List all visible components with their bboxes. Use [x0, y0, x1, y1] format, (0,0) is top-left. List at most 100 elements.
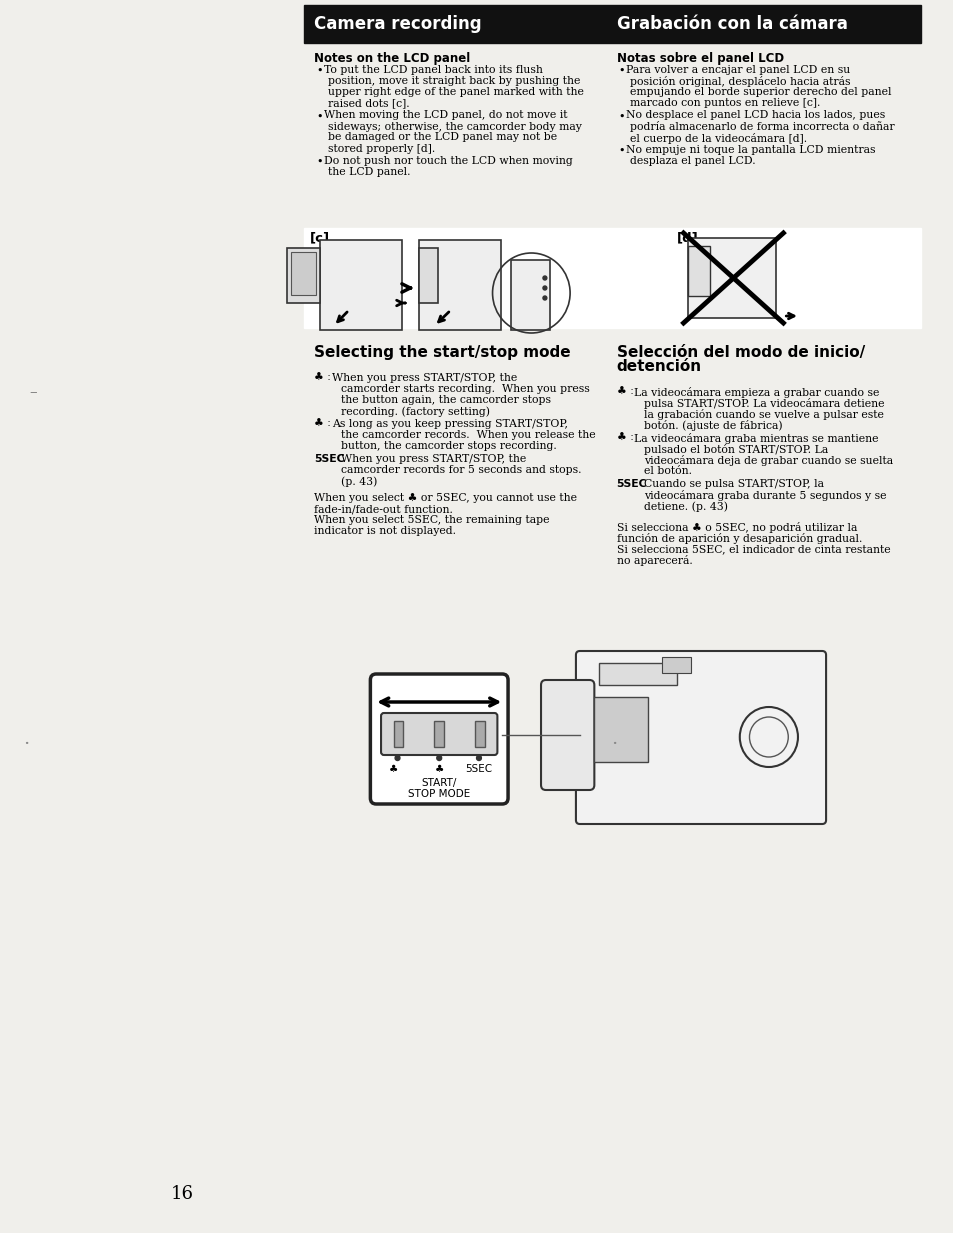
Text: Para volver a encajar el panel LCD en su: Para volver a encajar el panel LCD en su [626, 65, 850, 75]
Bar [434, 721, 443, 747]
Text: .: . [23, 730, 30, 748]
Text: ♣: ♣ [435, 764, 443, 774]
Circle shape [542, 286, 546, 290]
FancyBboxPatch shape [380, 713, 497, 755]
Bar [511, 260, 549, 330]
Text: No desplace el panel LCD hacia los lados, pues: No desplace el panel LCD hacia los lados… [626, 111, 884, 121]
Text: the button again, the camcorder stops: the button again, the camcorder stops [341, 395, 551, 404]
Text: función de aparición y desaparición gradual.: función de aparición y desaparición grad… [616, 533, 862, 544]
Text: Notas sobre el panel LCD: Notas sobre el panel LCD [616, 52, 783, 65]
Text: •: • [618, 67, 624, 76]
Text: •: • [315, 157, 322, 166]
Text: podría almacenarlo de forma incorrecta o dañar: podría almacenarlo de forma incorrecta o… [630, 122, 894, 132]
Text: •: • [618, 145, 624, 157]
Text: Selecting the start/stop mode: Selecting the start/stop mode [314, 345, 570, 360]
Text: .: . [610, 730, 617, 748]
Text: stored properly [d].: stored properly [d]. [328, 143, 435, 153]
Bar [394, 721, 403, 747]
Text: ♣ :: ♣ : [314, 374, 331, 383]
Text: el botón.: el botón. [643, 466, 691, 476]
Bar [418, 240, 500, 330]
Text: el cuerpo de la videocámara [d].: el cuerpo de la videocámara [d]. [630, 132, 806, 143]
Text: Grabación con la cámara: Grabación con la cámara [616, 15, 846, 33]
Bar [319, 240, 402, 330]
Text: desplaza el panel LCD.: desplaza el panel LCD. [630, 157, 755, 166]
Text: pulsado el botón START/STOP. La: pulsado el botón START/STOP. La [643, 444, 827, 455]
Circle shape [542, 296, 546, 300]
Text: camcorder records for 5 seconds and stops.: camcorder records for 5 seconds and stop… [341, 465, 581, 475]
Text: Camera recording: Camera recording [314, 15, 481, 33]
Text: Si selecciona 5SEC, el indicador de cinta restante: Si selecciona 5SEC, el indicador de cint… [616, 544, 889, 554]
Text: When you select 5SEC, the remaining tape: When you select 5SEC, the remaining tape [314, 515, 549, 525]
Text: START/: START/ [421, 778, 456, 788]
Text: 16: 16 [171, 1185, 193, 1203]
Text: ♣: ♣ [389, 764, 397, 774]
Text: 5SEC: 5SEC [314, 454, 344, 464]
Circle shape [436, 756, 441, 761]
Text: fade-in/fade-out function.: fade-in/fade-out function. [314, 504, 453, 514]
Text: •: • [315, 67, 322, 76]
Text: detiene. (p. 43): detiene. (p. 43) [643, 501, 727, 512]
Bar [475, 721, 484, 747]
Text: indicator is not displayed.: indicator is not displayed. [314, 526, 456, 536]
Text: videocámara graba durante 5 segundos y se: videocámara graba durante 5 segundos y s… [643, 490, 885, 501]
Text: To put the LCD panel back into its flush: To put the LCD panel back into its flush [323, 65, 542, 75]
Text: Si selecciona ♣ o 5SEC, no podrá utilizar la: Si selecciona ♣ o 5SEC, no podrá utiliza… [616, 522, 856, 533]
Text: Selección del modo de inicio/: Selección del modo de inicio/ [616, 345, 864, 360]
Circle shape [395, 756, 399, 761]
Bar [287, 248, 319, 303]
Text: –: – [29, 385, 36, 399]
Text: La videocámara empieza a grabar cuando se: La videocámara empieza a grabar cuando s… [634, 387, 879, 398]
Text: When you press START/STOP, the: When you press START/STOP, the [332, 374, 517, 383]
Text: No empuje ni toque la pantalla LCD mientras: No empuje ni toque la pantalla LCD mient… [626, 145, 875, 155]
Text: ♣ :: ♣ : [616, 387, 633, 397]
Text: •: • [315, 111, 322, 122]
FancyBboxPatch shape [576, 651, 825, 824]
Text: La videocámara graba mientras se mantiene: La videocámara graba mientras se mantien… [634, 433, 878, 444]
Text: no aparecerá.: no aparecerá. [616, 555, 692, 566]
FancyBboxPatch shape [540, 681, 594, 790]
Bar [661, 657, 691, 673]
Text: be damaged or the LCD panel may not be: be damaged or the LCD panel may not be [328, 132, 557, 143]
Text: Do not push nor touch the LCD when moving: Do not push nor touch the LCD when movin… [323, 157, 572, 166]
Bar [291, 252, 315, 295]
Text: button, the camcorder stops recording.: button, the camcorder stops recording. [341, 441, 557, 451]
Text: upper right edge of the panel marked with the: upper right edge of the panel marked wit… [328, 88, 583, 97]
Text: videocámara deja de grabar cuando se suelta: videocámara deja de grabar cuando se sue… [643, 455, 892, 466]
Text: camcorder starts recording.  When you press: camcorder starts recording. When you pre… [341, 383, 589, 395]
Text: the LCD panel.: the LCD panel. [328, 166, 410, 178]
Text: detención: detención [616, 359, 701, 374]
Text: [d]: [d] [676, 231, 698, 244]
Text: empujando el borde superior derecho del panel: empujando el borde superior derecho del … [630, 88, 891, 97]
Text: botón. (ajuste de fábrica): botón. (ajuste de fábrica) [643, 420, 781, 432]
Text: Notes on the LCD panel: Notes on the LCD panel [314, 52, 470, 65]
Text: ♣ :: ♣ : [314, 419, 331, 429]
Text: As long as you keep pressing START/STOP,: As long as you keep pressing START/STOP, [332, 419, 567, 429]
Text: When you select ♣ or 5SEC, you cannot use the: When you select ♣ or 5SEC, you cannot us… [314, 493, 577, 503]
Text: ♣ :: ♣ : [616, 433, 633, 443]
FancyBboxPatch shape [370, 674, 508, 804]
Bar [598, 663, 676, 686]
Bar [304, 5, 921, 43]
Text: Cuando se pulsa START/STOP, la: Cuando se pulsa START/STOP, la [643, 478, 823, 490]
Circle shape [476, 756, 481, 761]
Text: posición original, desplácelo hacia atrás: posición original, desplácelo hacia atrá… [630, 76, 850, 88]
Text: When you press START/STOP, the: When you press START/STOP, the [341, 454, 526, 464]
Text: raised dots [c].: raised dots [c]. [328, 97, 409, 109]
Circle shape [542, 276, 546, 280]
Bar [594, 697, 647, 762]
Text: position, move it straight back by pushing the: position, move it straight back by pushi… [328, 76, 579, 86]
Text: [c]: [c] [310, 231, 330, 244]
Text: la grabación cuando se vuelve a pulsar este: la grabación cuando se vuelve a pulsar e… [643, 409, 882, 420]
Text: When moving the LCD panel, do not move it: When moving the LCD panel, do not move i… [323, 111, 567, 121]
Text: marcado con puntos en relieve [c].: marcado con puntos en relieve [c]. [630, 97, 820, 109]
Text: pulsa START/STOP. La videocámara detiene: pulsa START/STOP. La videocámara detiene [643, 398, 883, 409]
Text: the camcorder records.  When you release the: the camcorder records. When you release … [341, 430, 596, 440]
Text: sideways; otherwise, the camcorder body may: sideways; otherwise, the camcorder body … [328, 122, 581, 132]
Text: STOP MODE: STOP MODE [408, 789, 470, 799]
Bar [418, 248, 437, 303]
Text: 5SEC: 5SEC [465, 764, 492, 774]
Bar [688, 247, 709, 296]
Text: 5SEC: 5SEC [616, 478, 646, 490]
Text: •: • [618, 111, 624, 122]
